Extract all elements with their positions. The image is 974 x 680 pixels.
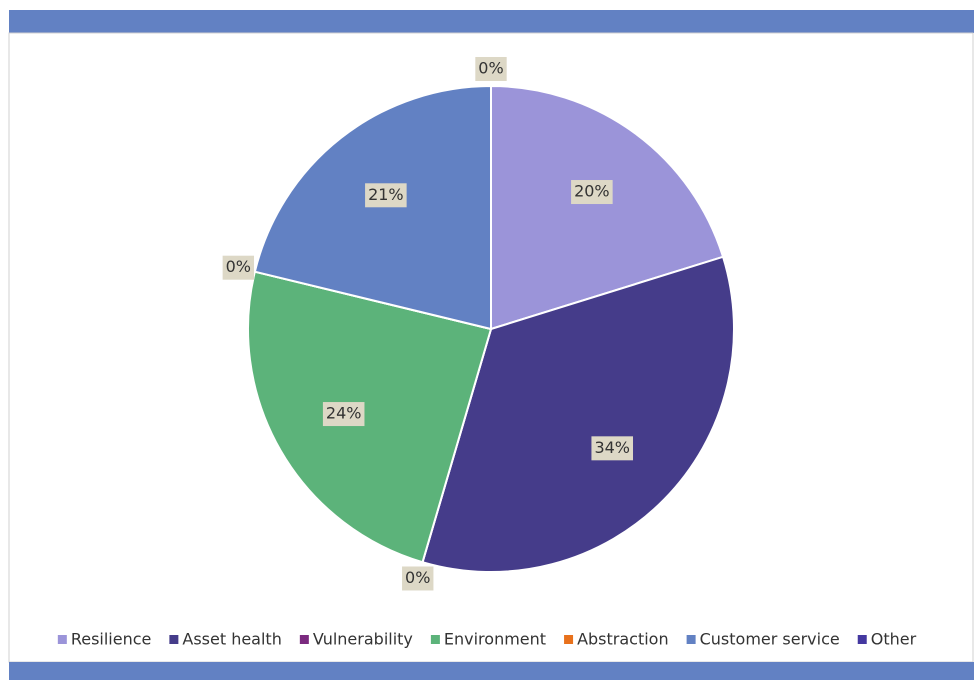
data-label: 0% xyxy=(478,58,503,77)
legend-swatch xyxy=(299,635,309,644)
legend-swatch xyxy=(686,635,696,644)
legend-label: Other xyxy=(871,630,917,649)
pie-slice xyxy=(490,84,725,331)
legend-label: Customer service xyxy=(700,630,840,649)
data-label: 21% xyxy=(368,185,404,204)
legend-swatch xyxy=(430,635,440,644)
data-label-bg xyxy=(475,56,507,81)
legend-label: Environment xyxy=(444,630,546,649)
data-label: 20% xyxy=(574,182,610,201)
data-label: 24% xyxy=(326,404,362,423)
data-label-bg xyxy=(365,183,407,208)
data-label-bg xyxy=(222,255,255,280)
legend-swatch xyxy=(57,635,67,644)
pie xyxy=(247,84,735,573)
pie-slice xyxy=(247,270,493,564)
legend-label: Abstraction xyxy=(577,630,669,649)
legend-swatch xyxy=(564,635,574,644)
pie-slice xyxy=(421,255,735,573)
data-label-bg xyxy=(571,180,613,205)
legend-label: Asset health xyxy=(182,630,281,649)
legend-label: Vulnerability xyxy=(313,630,413,649)
data-label-bg xyxy=(402,566,434,591)
pie-slice xyxy=(253,84,492,331)
data-label-bg xyxy=(591,436,634,461)
bottom-band xyxy=(9,662,974,680)
data-labels: 20% 34% 0% 24% 0% 21% 0% xyxy=(222,56,634,591)
data-label: 34% xyxy=(594,438,630,457)
top-band xyxy=(9,10,974,33)
data-label: 0% xyxy=(405,568,430,587)
legend-label: Resilience xyxy=(71,630,152,649)
data-label: 0% xyxy=(226,257,251,276)
legend: Resilience Asset health Vulnerability Envir… xyxy=(57,630,917,649)
legend-swatch xyxy=(169,635,179,644)
legend-swatch xyxy=(857,635,867,644)
data-label-bg xyxy=(322,402,365,427)
